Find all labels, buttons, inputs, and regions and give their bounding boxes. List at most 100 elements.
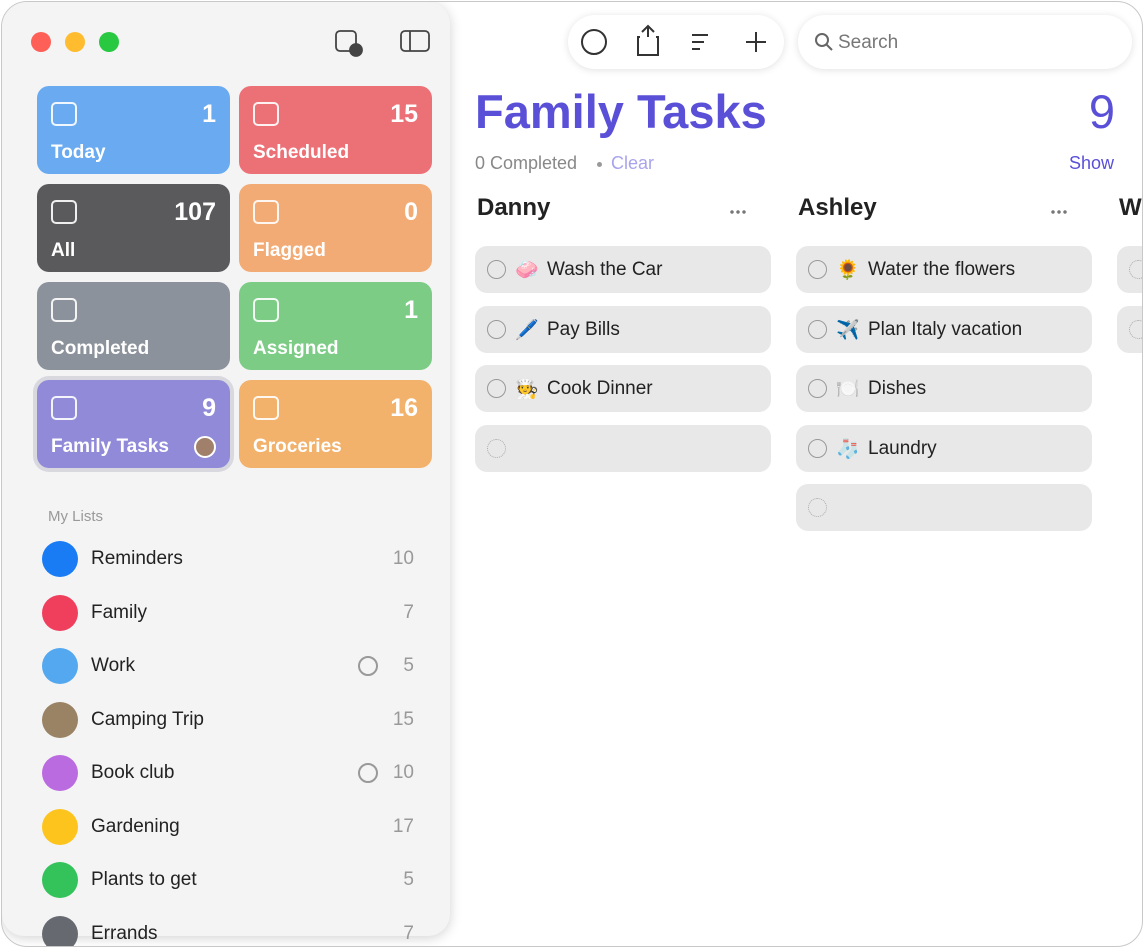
toolbar-icons <box>581 24 766 56</box>
list-name: Errands <box>91 922 158 944</box>
column-header: Danny <box>477 194 551 221</box>
smart-list-tile[interactable]: Today 1 <box>37 86 230 174</box>
smart-list-tile[interactable]: All 107 <box>37 184 230 272</box>
column-more-button[interactable] <box>729 210 747 214</box>
task-emoji: 🧼 <box>515 260 539 281</box>
task-checkbox[interactable] <box>808 319 827 339</box>
add-button[interactable] <box>746 32 766 52</box>
list-count: 9 <box>1088 85 1115 138</box>
minimize-button[interactable] <box>65 32 85 52</box>
zoom-button[interactable] <box>99 32 119 52</box>
task-emoji: 🌻 <box>836 260 860 281</box>
tile-icon <box>51 396 77 420</box>
task-checkbox[interactable] <box>1129 319 1142 339</box>
task-card[interactable]: 🧦 Laundry <box>796 424 1092 472</box>
list-row[interactable]: Errands 7 <box>32 912 432 946</box>
task-checkbox[interactable] <box>487 319 506 339</box>
list-count: 10 <box>392 548 414 569</box>
smart-list-tile[interactable]: Scheduled 15 <box>239 86 432 174</box>
task-card[interactable]: 🍽️ Dishes <box>796 365 1092 412</box>
smart-list-tile[interactable]: Groceries 16 <box>239 380 432 468</box>
list-row[interactable]: Camping Trip 15 <box>32 698 432 742</box>
list-name: Reminders <box>91 548 183 569</box>
tile-count: 15 <box>390 100 418 128</box>
task-card[interactable]: 🖊️ Pay Bills <box>475 305 771 353</box>
close-button[interactable] <box>31 32 51 52</box>
search-field[interactable]: Search <box>798 15 1132 69</box>
show-button[interactable]: Show <box>1068 153 1114 173</box>
task-checkbox[interactable] <box>487 379 506 398</box>
task-card[interactable]: ✈️ Plan Italy vacation <box>796 305 1092 353</box>
list-row[interactable]: Book club 10 <box>32 751 432 795</box>
task-emoji: 🧑‍🍳 <box>515 379 539 400</box>
task-card[interactable] <box>475 424 771 472</box>
task-title: Plan Italy vacation <box>868 318 1023 340</box>
task-checkbox[interactable] <box>487 438 506 458</box>
list-icon <box>42 915 78 946</box>
smart-list-tile[interactable]: Completed <box>37 282 230 370</box>
tile-count: 1 <box>202 100 216 128</box>
column-header: Wil <box>1119 194 1142 221</box>
task-card[interactable]: 🧑‍🍳 Cook Dinner <box>475 365 771 412</box>
task-card[interactable] <box>1117 246 1142 293</box>
section-heading: My Lists <box>48 508 104 525</box>
task-title: Wash the Car <box>547 259 663 280</box>
list-count: 7 <box>403 922 414 944</box>
view-options-button[interactable] <box>692 34 708 50</box>
tile-name: Today <box>51 142 106 163</box>
list-row[interactable]: Plants to get 5 <box>32 858 432 902</box>
tile-name: Assigned <box>253 338 339 359</box>
tile-count: 107 <box>174 198 216 226</box>
shared-icon <box>358 763 378 783</box>
clear-button[interactable]: Clear <box>611 153 655 173</box>
list-row[interactable]: Family 7 <box>32 591 432 635</box>
tile-icon <box>253 298 279 322</box>
search-icon <box>815 33 833 51</box>
task-checkbox[interactable] <box>1129 260 1142 279</box>
list-count: 7 <box>403 601 414 623</box>
list-icon <box>42 862 78 898</box>
task-checkbox[interactable] <box>808 260 827 279</box>
completed-count: 0 Completed <box>475 153 578 173</box>
tile-icon <box>51 200 77 224</box>
list-name: Camping Trip <box>91 708 204 730</box>
sidebar: Today 1 Scheduled 15 All 107 Flagged 0 Completed… <box>2 2 450 946</box>
tile-name: Flagged <box>253 240 326 261</box>
task-card[interactable] <box>1117 305 1142 353</box>
task-emoji: 🍽️ <box>836 379 860 400</box>
task-card[interactable]: 🧼 Wash the Car <box>475 246 771 293</box>
list-count: 15 <box>392 708 414 730</box>
list-name: Work <box>91 655 135 676</box>
task-emoji: 🧦 <box>836 438 860 460</box>
task-emoji: 🖊️ <box>515 319 539 341</box>
new-list-button[interactable] <box>335 30 357 52</box>
share-with-button[interactable] <box>581 29 607 55</box>
tile-count: 1 <box>404 296 418 324</box>
list-row[interactable]: Work 5 <box>32 644 432 688</box>
task-card[interactable] <box>796 484 1092 531</box>
smart-list-tile[interactable]: Family Tasks 9 <box>37 380 230 468</box>
list-count: 17 <box>392 815 414 837</box>
task-checkbox[interactable] <box>808 379 827 398</box>
list-row[interactable]: Reminders 10 <box>32 537 432 581</box>
task-checkbox[interactable] <box>808 438 827 458</box>
list-icon <box>42 541 78 577</box>
smart-list-tile[interactable]: Flagged 0 <box>239 184 432 272</box>
list-row[interactable]: Gardening 17 <box>32 805 432 849</box>
task-checkbox[interactable] <box>808 498 827 517</box>
list-icon <box>42 755 78 791</box>
list-name: Book club <box>91 762 175 783</box>
toggle-sidebar-button[interactable] <box>400 30 430 52</box>
task-card[interactable]: 🌻 Water the flowers <box>796 246 1092 293</box>
list-icon <box>42 701 78 738</box>
task-checkbox[interactable] <box>487 260 506 279</box>
list-name: Plants to get <box>91 869 197 890</box>
share-button[interactable] <box>637 24 659 56</box>
list-icon <box>42 648 78 684</box>
smart-list-tile[interactable]: Assigned 1 <box>239 282 432 370</box>
column-more-button[interactable] <box>1050 210 1068 214</box>
tile-name: Completed <box>51 338 150 359</box>
tile-name: Scheduled <box>253 142 350 163</box>
separator-dot <box>597 162 602 167</box>
